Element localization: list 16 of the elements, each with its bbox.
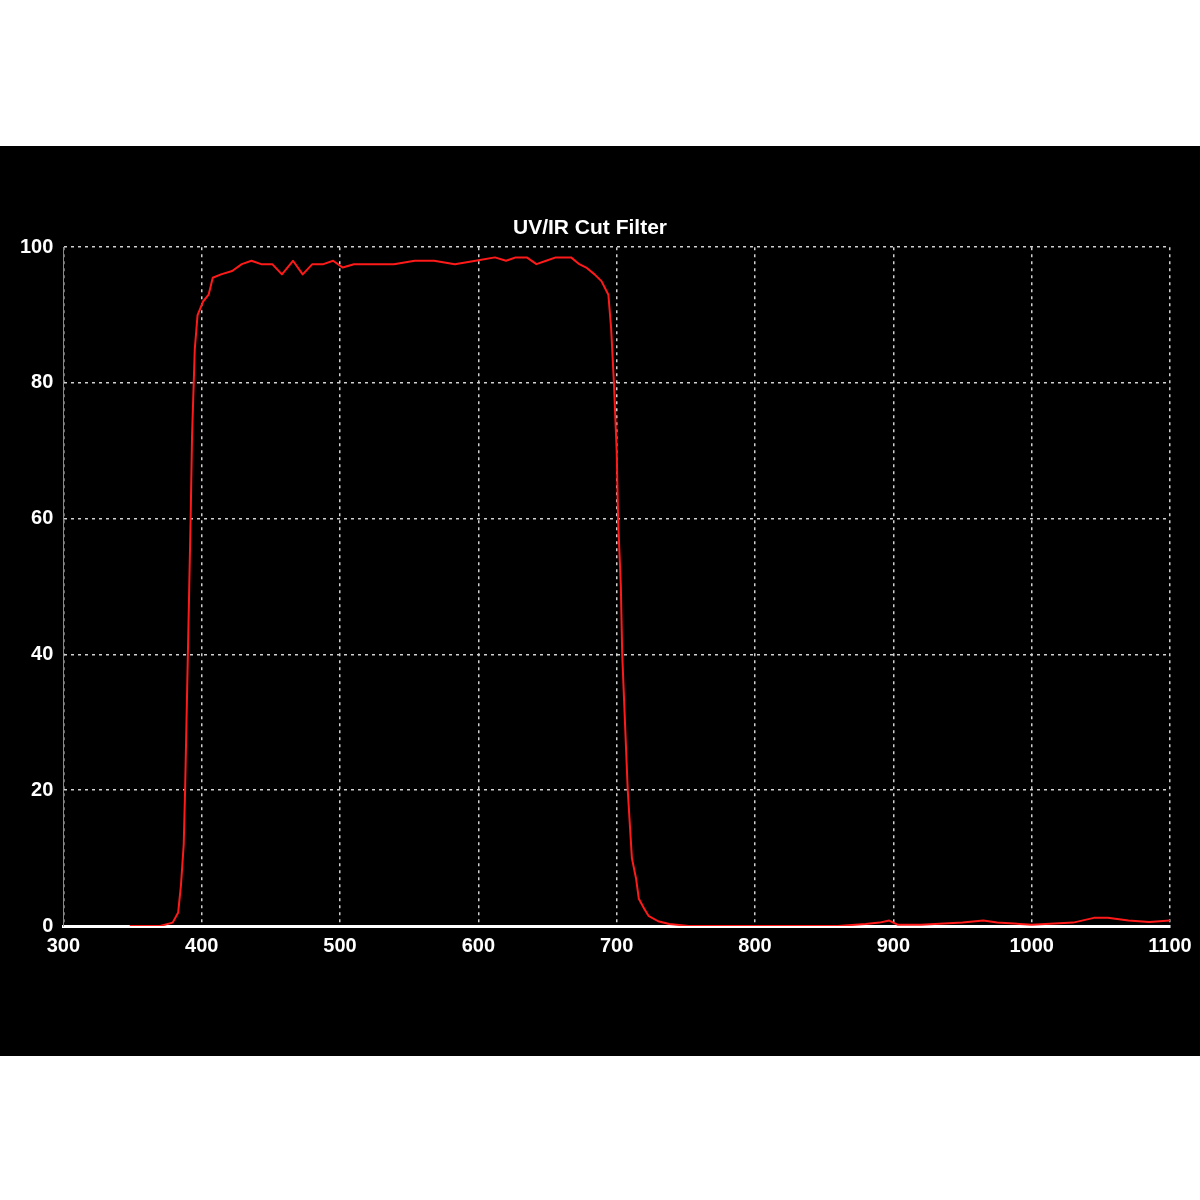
x-tick-label: 800 xyxy=(738,933,772,956)
x-tick-label: 500 xyxy=(323,933,357,956)
y-tick-label: 80 xyxy=(31,370,54,393)
x-tick-label: 700 xyxy=(600,933,634,956)
y-tick-label: 100 xyxy=(19,234,54,257)
y-tick-label: 20 xyxy=(31,777,54,800)
y-tick-label: 60 xyxy=(31,506,54,529)
y-tick-label: 40 xyxy=(31,642,54,664)
x-tick-label: 1000 xyxy=(1009,933,1054,956)
x-tick-label: 400 xyxy=(185,933,219,956)
y-tick-label: 0 xyxy=(42,913,54,936)
x-tick-label: 600 xyxy=(461,933,496,956)
x-tick-label: 300 xyxy=(46,933,81,956)
chart-title: UV/IR Cut Filter xyxy=(512,215,668,239)
x-tick-label: 1100 xyxy=(1148,933,1192,956)
x-tick-label: 900 xyxy=(876,933,911,956)
